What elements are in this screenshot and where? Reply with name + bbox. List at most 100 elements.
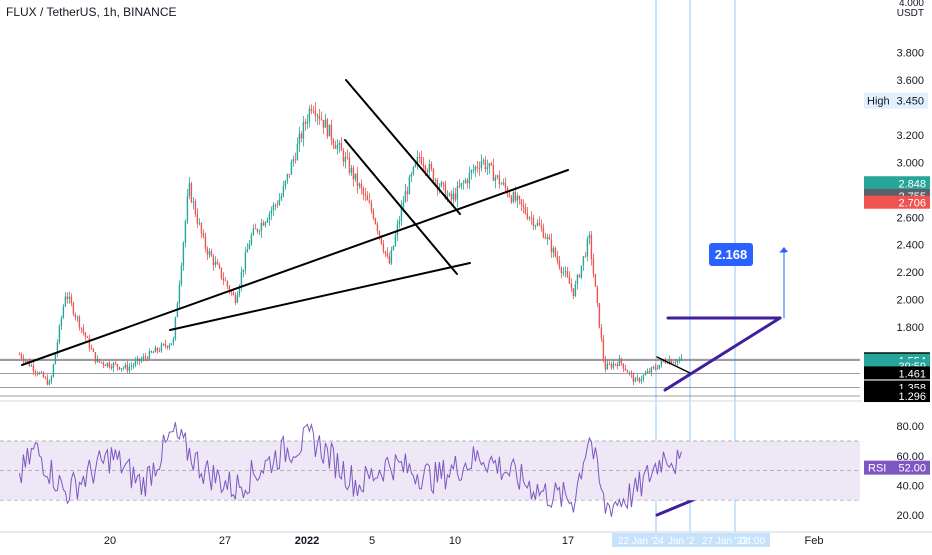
candle-body	[276, 204, 279, 206]
candle-body	[246, 249, 249, 253]
candle-body	[114, 363, 117, 365]
candle-body	[378, 231, 381, 236]
price-axis-unit: USDT	[897, 8, 924, 19]
candle-body	[318, 115, 321, 120]
candle-body	[628, 372, 631, 374]
candle-body	[484, 160, 487, 170]
candle-body	[596, 286, 599, 304]
candle-body	[32, 365, 35, 372]
candle-body	[148, 351, 151, 360]
candle-body	[146, 357, 149, 360]
candle-body	[340, 142, 343, 151]
candle-body	[656, 368, 659, 370]
price-tick: 2.400	[896, 240, 924, 252]
candle-body	[384, 251, 387, 254]
candle-body	[408, 176, 411, 195]
candle-body	[412, 166, 415, 175]
candle-body	[622, 363, 625, 369]
candle-body	[578, 275, 581, 278]
candle-body	[296, 143, 299, 161]
time-label: 27	[219, 535, 231, 547]
candle-body	[624, 368, 627, 371]
candle-body	[342, 150, 345, 163]
candle-body	[466, 180, 469, 184]
candle-body	[132, 365, 135, 366]
falling-wedge-upper-line	[345, 79, 461, 215]
candle-body	[154, 347, 157, 353]
candle-body	[126, 364, 129, 371]
candle-body	[510, 196, 513, 202]
candle-body	[34, 371, 37, 373]
candle-body	[614, 363, 617, 365]
candle-body	[124, 364, 127, 368]
candle-body	[272, 204, 275, 211]
candle-body	[240, 272, 243, 287]
candle-body	[164, 343, 167, 347]
candle-body	[38, 372, 41, 375]
candle-body	[612, 363, 615, 368]
candle-body	[496, 175, 499, 177]
candle-body	[80, 327, 83, 329]
candle-body	[512, 191, 515, 202]
candle-body	[468, 172, 471, 184]
time-label: 2022	[295, 535, 319, 547]
price-tag-label: 1.461	[898, 368, 926, 380]
candle-body	[380, 235, 383, 244]
candle-body	[242, 269, 245, 273]
candle-body	[82, 328, 85, 333]
candle-body	[236, 294, 239, 303]
candle-body	[290, 162, 293, 175]
time-label: 5	[369, 535, 375, 547]
candle-body	[598, 303, 601, 328]
target-arrow-icon	[780, 247, 788, 252]
candle-body	[508, 194, 511, 197]
candle-body	[252, 228, 255, 235]
price-tick: 3.200	[896, 130, 924, 142]
candle-body	[324, 119, 327, 128]
candle-body	[498, 175, 501, 185]
candle-body	[576, 275, 579, 285]
candle-body	[294, 159, 297, 161]
time-label: 20	[104, 535, 116, 547]
candle-body	[332, 139, 335, 146]
candle-body	[172, 338, 175, 344]
candle-body	[158, 351, 161, 352]
candle-body	[400, 206, 403, 221]
candle-body	[304, 122, 307, 124]
candle-body	[382, 243, 385, 252]
candle-body	[386, 253, 389, 257]
candle-body	[24, 360, 27, 362]
candle-body	[452, 193, 455, 200]
candle-body	[50, 376, 53, 382]
candle-body	[658, 364, 661, 369]
candle-body	[536, 222, 539, 226]
price-axis	[862, 0, 932, 550]
price-tick: 2.200	[896, 267, 924, 279]
candle-body	[574, 284, 577, 297]
candle-body	[540, 225, 543, 228]
candle-body	[580, 265, 583, 278]
target-label: 2.168	[715, 247, 748, 262]
candle-body	[458, 185, 461, 187]
rsi-tick: 20.00	[896, 510, 924, 522]
candle-body	[528, 217, 531, 219]
candle-body	[418, 156, 421, 158]
candle-body	[462, 182, 465, 184]
candle-body	[430, 163, 433, 169]
candle-body	[642, 375, 645, 380]
price-tick: 1.800	[896, 322, 924, 334]
rsi-tick: 80.00	[896, 421, 924, 433]
candle-body	[572, 288, 575, 297]
candle-body	[266, 219, 269, 223]
candle-body	[588, 234, 591, 239]
candle-body	[258, 231, 261, 232]
candle-body	[46, 377, 49, 385]
candle-body	[414, 163, 417, 167]
candle-body	[300, 133, 303, 139]
candle-body	[200, 223, 203, 234]
candle-body	[262, 222, 265, 226]
candle-body	[344, 156, 347, 163]
candle-body	[162, 343, 165, 345]
